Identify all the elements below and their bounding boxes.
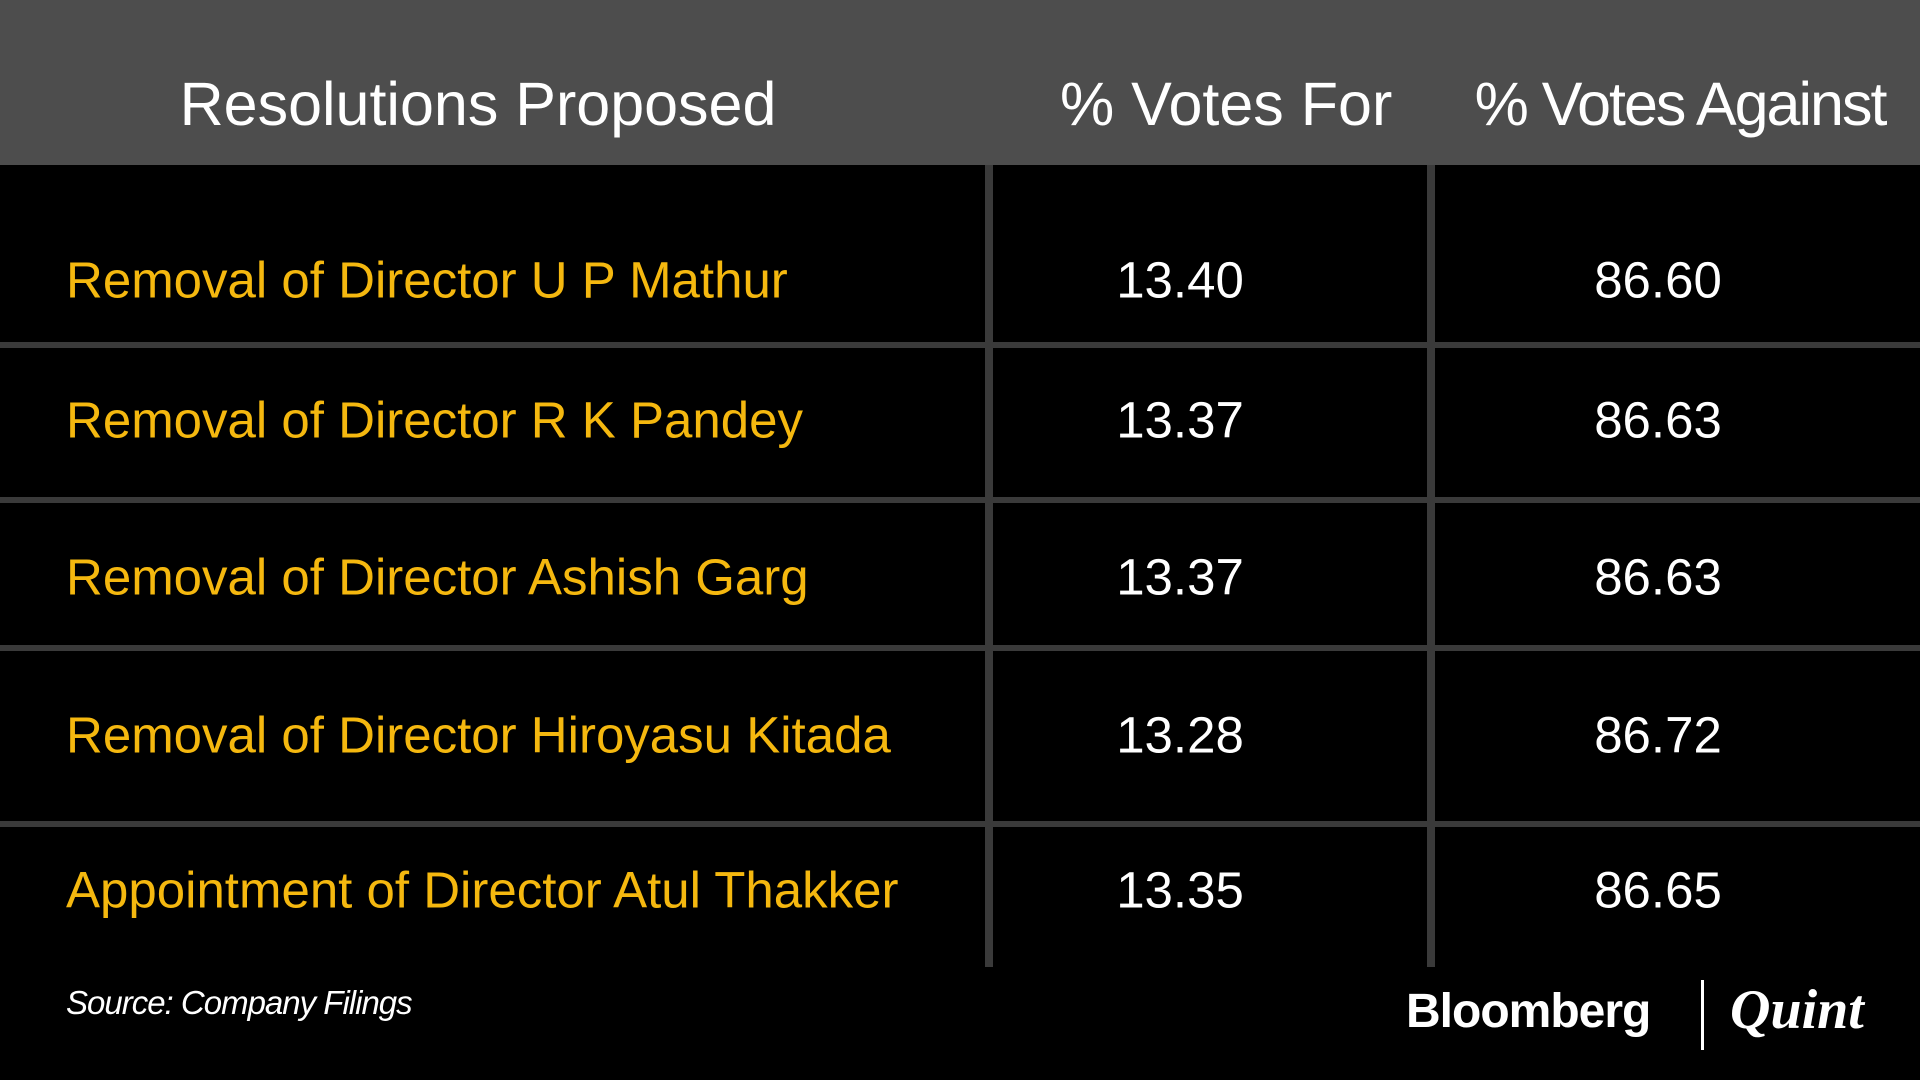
header-cell: % Votes For <box>1060 70 1393 138</box>
vote-percent: 86.72 <box>1594 706 1722 764</box>
vote-percent: 13.35 <box>1116 861 1244 919</box>
vote-percent: 13.37 <box>1116 548 1244 606</box>
brand-logo: Bloomberg <box>1406 985 1651 1038</box>
header-cell: % Votes Against <box>1474 70 1888 138</box>
vote-percent: 13.40 <box>1116 251 1244 309</box>
vote-percent: 86.65 <box>1594 861 1722 919</box>
vote-percent: 86.63 <box>1594 391 1722 449</box>
resolution-name: Removal of Director Hiroyasu Kitada <box>66 706 891 764</box>
column-divider <box>1427 165 1435 967</box>
vote-percent: 13.28 <box>1116 706 1244 764</box>
vote-percent: 86.60 <box>1594 251 1722 309</box>
row-divider <box>0 497 1920 503</box>
resolution-name: Removal of Director U P Mathur <box>66 251 788 309</box>
row-divider <box>0 342 1920 348</box>
table-header: Resolutions Proposed % Votes For % Votes… <box>0 0 1920 165</box>
vote-percent: 86.63 <box>1594 548 1722 606</box>
row-divider <box>0 645 1920 651</box>
resolution-name: Appointment of Director Atul Thakker <box>66 861 899 919</box>
brand-logo: Quint <box>1730 979 1864 1041</box>
resolution-name: Removal of Director R K Pandey <box>66 391 803 449</box>
vote-percent: 13.37 <box>1116 391 1244 449</box>
row-divider <box>0 821 1920 827</box>
header-cell: Resolutions Proposed <box>179 70 777 138</box>
brand-divider <box>1701 980 1704 1050</box>
source-note: Source: Company Filings <box>66 984 413 1021</box>
resolution-name: Removal of Director Ashish Garg <box>66 548 809 606</box>
column-divider <box>985 165 993 967</box>
